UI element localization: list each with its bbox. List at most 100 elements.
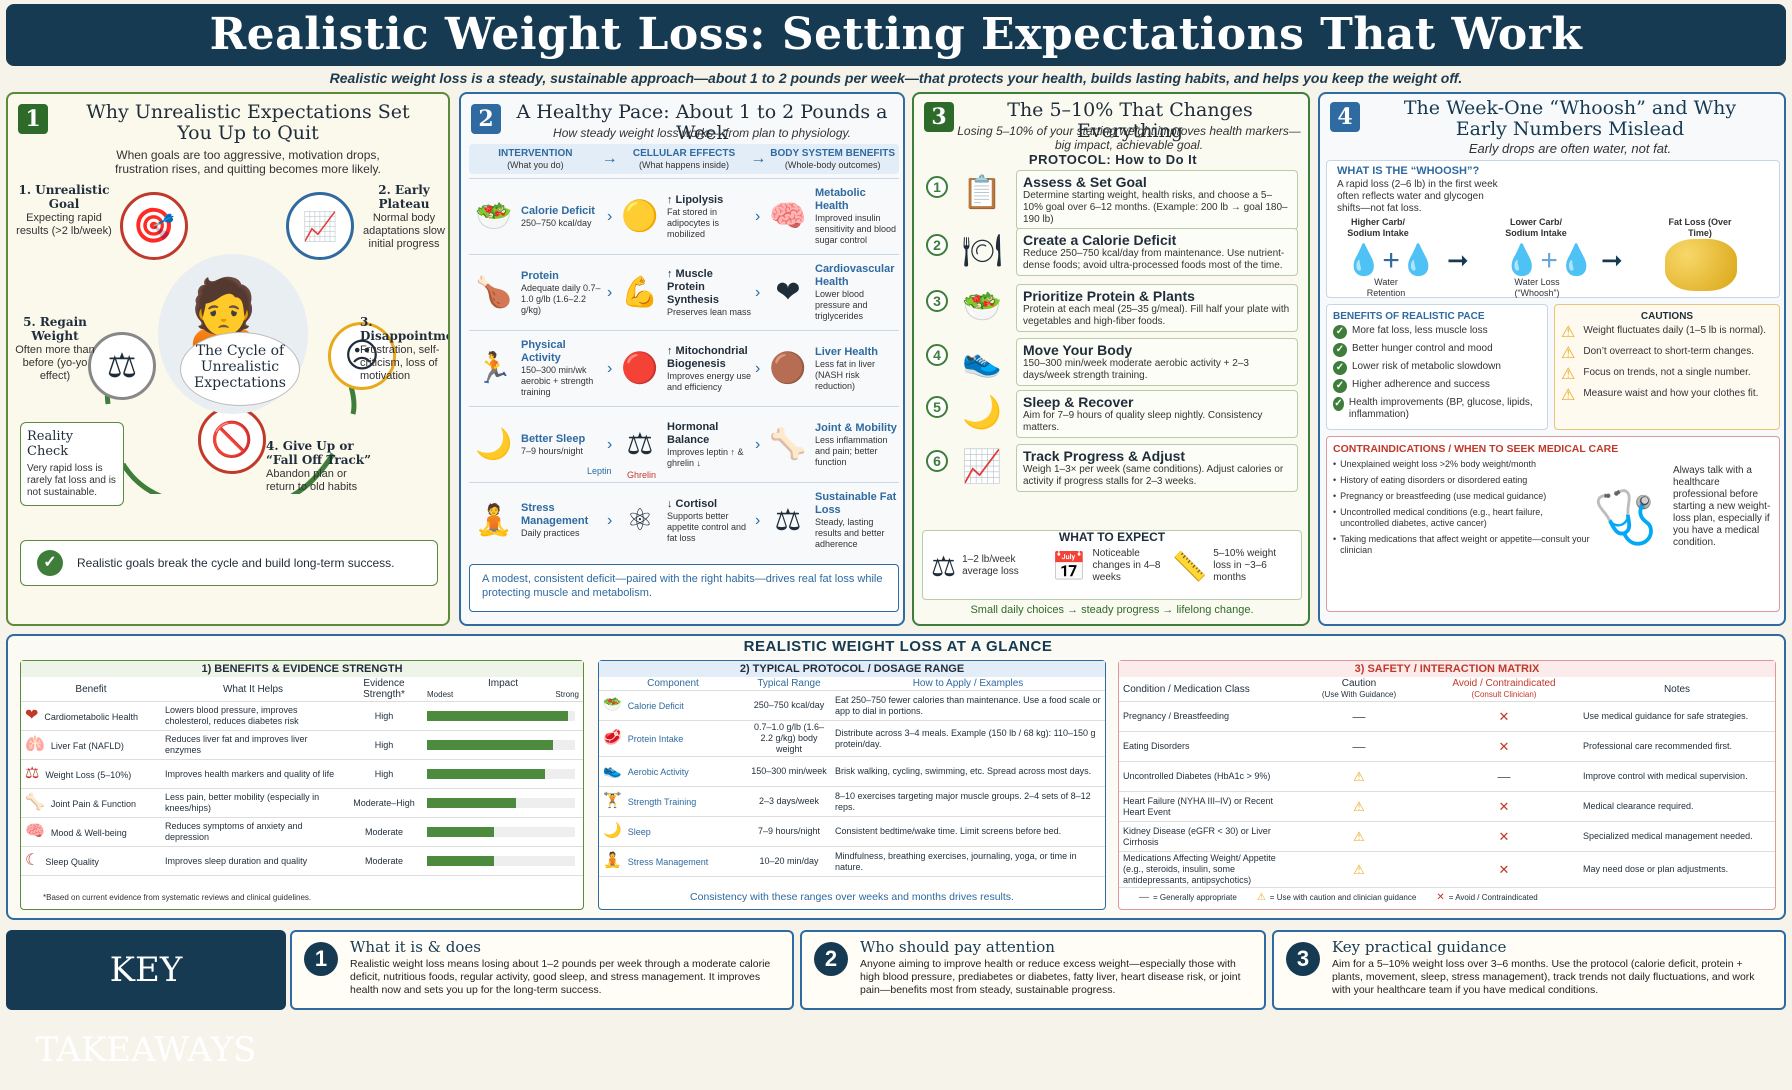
body-detail: Lower blood pressure and triglycerides: [815, 289, 868, 321]
col-cellular: CELLULAR EFFECTS (What happens inside): [632, 148, 736, 170]
key-takeaways-title: KEY TAKEAWAYS: [6, 930, 286, 1070]
intervention-title: Calorie Deficit: [521, 204, 595, 217]
cellular-detail: Improves leptin ↑ & ghrelin ↓: [667, 446, 744, 468]
page-title: Realistic Weight Loss: Setting Expectati…: [209, 9, 1583, 60]
impact-track: [427, 740, 575, 750]
step-title: Create a Calorie Deficit: [1023, 232, 1177, 248]
component-cell: 🌙 Sleep: [599, 816, 747, 847]
impact-cell: [423, 788, 583, 818]
flow-row: 🌙 Better Sleep 7–9 hours/night › ⚖ Hormonal B…: [469, 406, 899, 482]
intervention-text: Stress Management Daily practices: [521, 502, 605, 539]
panel-number: 2: [471, 104, 501, 134]
whoosh-text: A rapid loss (2–6 lb) in the first week …: [1337, 179, 1498, 214]
what-it-helps: Reduces liver fat and improves liver enz…: [161, 730, 345, 760]
expect-item: 📅 Noticeable changes in 4–8 weeks: [1052, 548, 1173, 584]
check-icon: ✓: [1333, 343, 1347, 357]
body-cell: 🦴 Joint & Mobility Less inflammation and p…: [763, 420, 899, 470]
arrow-icon: ›: [607, 435, 613, 453]
fat-loss-label: Fat Loss (Over Time): [1668, 217, 1732, 238]
component-icon: 🥩: [603, 729, 622, 746]
cellular-text: ↑ Lipolysis Fat stored in adipocytes is m…: [667, 194, 753, 240]
legend-text: = Avoid / Contraindicated: [1448, 893, 1538, 902]
step-title: Sleep & Recover: [1023, 394, 1134, 410]
cellular-text: ↑ Mitochondrial Biogenesis Improves energ…: [667, 345, 753, 393]
body-cell: 🟤 Liver Health Less fat in liver (NASH ris…: [763, 344, 899, 394]
body-detail: Less inflammation and pain; better funct…: [815, 434, 888, 467]
intervention-title: Physical Activity: [521, 339, 566, 364]
impact-track: [427, 711, 575, 721]
step-number: 4: [926, 344, 948, 366]
benefit-icon: ❤: [25, 706, 39, 724]
component-name: Sleep: [627, 827, 651, 837]
body-text: Liver Health Less fat in liver (NASH risk…: [815, 346, 897, 392]
arrow-icon: ›: [607, 207, 613, 225]
contra-item: • Taking medications that affect weight o…: [1333, 534, 1593, 556]
typical-range: 150–300 min/week: [747, 756, 831, 787]
protocol-step: Move Your Body 150–300 min/week moderate …: [1016, 338, 1298, 386]
step-title: Move Your Body: [1023, 342, 1133, 358]
impact-bar: [427, 769, 546, 779]
contra-item: • History of eating disorders or disorder…: [1333, 475, 1593, 486]
panel-title: A Healthy Pace: About 1 to 2 Pounds a We…: [516, 101, 888, 144]
contra-list: • Unexplained weight loss >2% body weight…: [1333, 459, 1593, 556]
panel3-footer: Small daily choices → steady progress → …: [970, 604, 1254, 616]
protocol-step: Track Progress & Adjust Weigh 1–3× per we…: [1016, 444, 1298, 492]
component-name: Calorie Deficit: [627, 701, 684, 711]
table-row: Pregnancy / Breastfeeding — ✕ Use medical g…: [1119, 701, 1775, 732]
flow-row: 🧘 Stress Management Daily practices › ⚛ ↓ Cor…: [469, 482, 899, 558]
step-number: 6: [926, 450, 948, 472]
benefit-cell: 🦴 Joint Pain & Function: [21, 788, 161, 818]
check-icon: ✓: [1333, 397, 1344, 411]
table-row: Heart Failure (NYHA III–IV) or Recent He…: [1119, 791, 1775, 822]
caution-mark: ⚠: [1289, 791, 1429, 822]
col-typical-range: Typical Range: [747, 677, 831, 691]
page-subtitle: Realistic weight loss is a steady, susta…: [329, 70, 1463, 86]
expect-heading: WHAT TO EXPECT: [1058, 530, 1166, 544]
panel2-footer: A modest, consistent deficit—paired with…: [469, 564, 899, 612]
evidence-strength: High: [345, 759, 423, 789]
typical-range: 250–750 kcal/day: [747, 690, 831, 721]
impact-bar: [427, 740, 553, 750]
impact-cell: [423, 759, 583, 789]
component-name: Aerobic Activity: [627, 767, 689, 777]
flow-row: 🥗 Calorie Deficit 250–750 kcal/day › 🟡 ↑ Lipo…: [469, 178, 899, 254]
cellular-icon: 🟡: [621, 200, 659, 233]
how-to-apply: Eat 250–750 fewer calories than maintena…: [831, 690, 1105, 721]
benefit-icon: ⚖: [25, 764, 40, 782]
what-it-helps: Less pain, better mobility (especially i…: [161, 788, 345, 818]
cellular-detail: Improves energy use and efficiency: [667, 370, 752, 392]
protocol-step: Assess & Set Goal Determine starting weig…: [1016, 170, 1298, 230]
expect-item: ⚖ 1–2 lb/week average loss: [931, 548, 1052, 584]
intervention-detail: Adequate daily 0.7–1.0 g/lb (1.6–2.2 g/k…: [521, 282, 601, 315]
cellular-text: Hormonal Balance Improves leptin ↑ & ghre…: [667, 421, 753, 469]
contra-note: Always talk with a healthcare profession…: [1673, 465, 1771, 548]
impact-bar: [427, 827, 494, 837]
condition: Eating Disorders: [1119, 731, 1289, 762]
panel-unrealistic-expectations: 1 Why Unrealistic Expectations Set You U…: [6, 92, 450, 626]
body-title: Cardiovascular Health: [815, 263, 895, 288]
title-banner: Realistic Weight Loss: Setting Expectati…: [6, 4, 1786, 66]
benefit-text: Higher adherence and success: [1352, 379, 1490, 390]
col-caution: Caution (Use With Guidance): [1289, 677, 1429, 702]
impact-track: [427, 798, 575, 808]
component-cell: 🥗 Calorie Deficit: [599, 690, 747, 721]
bullet-icon: •: [1333, 475, 1337, 485]
component-icon: 🧘: [603, 852, 622, 869]
step-text: Protein at each meal (25–35 g/meal). Fil…: [1023, 304, 1290, 327]
arrow-icon: ›: [607, 511, 613, 529]
intervention-cell: 🏃 Physical Activity 150–300 min/wk aerobic…: [469, 337, 607, 400]
evidence-strength: Moderate: [345, 846, 423, 876]
takeaway-2: 2 Who should pay attention Anyone aiming…: [800, 930, 1266, 1010]
cautions-list: ⚠ Weight fluctuates daily (1–5 lb is norm…: [1561, 325, 1773, 404]
takeaway-text: Anyone aiming to improve health or reduc…: [860, 958, 1241, 996]
intervention-text: Calorie Deficit 250–750 kcal/day: [521, 205, 605, 229]
intervention-icon: 🏃: [475, 352, 513, 385]
intervention-text: Protein Adequate daily 0.7–1.0 g/lb (1.6–…: [521, 270, 605, 316]
notes: May need dose or plan adjustments.: [1579, 851, 1775, 888]
body-text: Joint & Mobility Less inflammation and pa…: [815, 422, 897, 468]
legend-item: ✕ = Avoid / Contraindicated: [1436, 892, 1537, 903]
legend-item: ⚠ = Use with caution and clinician guidan…: [1257, 892, 1417, 903]
benefits-title: BENEFITS OF REALISTIC PACE: [1333, 311, 1485, 322]
cellular-icon: ⚖: [626, 428, 654, 461]
arrow-right-icon: ➞: [1601, 245, 1623, 275]
